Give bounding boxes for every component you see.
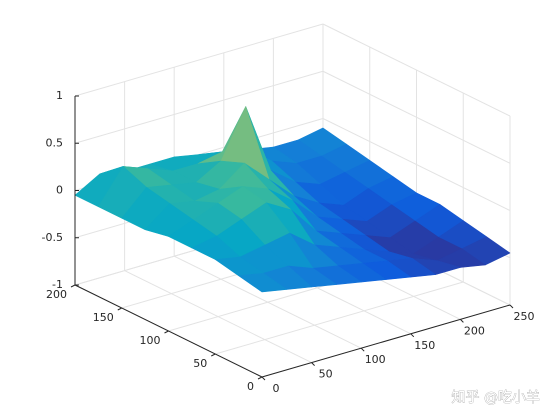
grid-line [74, 23, 324, 97]
watermark: 知乎 @吃小羊 [452, 389, 540, 406]
y-tick-label: 100 [140, 334, 161, 347]
surface [74, 106, 511, 293]
grid-line [322, 23, 511, 117]
tick-mark [410, 333, 415, 338]
x-tick-label: 0 [273, 382, 280, 395]
x-axis-line [261, 304, 511, 378]
y-tick-label: 50 [193, 357, 207, 370]
grid-line [74, 70, 324, 144]
tick-mark [509, 304, 514, 309]
y-tick-label: 0 [247, 380, 254, 393]
x-tick-label: 250 [514, 310, 535, 323]
grid-line [322, 70, 511, 164]
z-tick-label: -0.5 [42, 231, 63, 244]
y-tick-label: 150 [93, 311, 114, 324]
z-tick-label: 1 [56, 89, 63, 102]
z-tick-label: 0.5 [46, 136, 64, 149]
grid-line [322, 118, 511, 211]
tick-mark [311, 362, 315, 366]
surface-cell [238, 272, 288, 293]
tick-mark [460, 319, 464, 323]
y-tick-label: 200 [46, 288, 67, 301]
z-tick-label: 0 [56, 184, 63, 197]
tick-mark [70, 284, 76, 288]
x-tick-label: 150 [414, 339, 435, 352]
tick-mark [257, 376, 263, 380]
x-tick-label: 100 [365, 353, 386, 366]
z-tick-label: -1 [52, 278, 63, 291]
y-axis-line [74, 284, 263, 378]
tick-mark [261, 376, 266, 381]
grid-line [215, 281, 464, 355]
x-tick-label: 50 [319, 368, 333, 381]
x-tick-label: 200 [464, 324, 485, 337]
tick-mark [211, 353, 216, 357]
tick-mark [164, 330, 169, 334]
tick-mark [117, 307, 122, 311]
tick-mark [360, 347, 365, 352]
